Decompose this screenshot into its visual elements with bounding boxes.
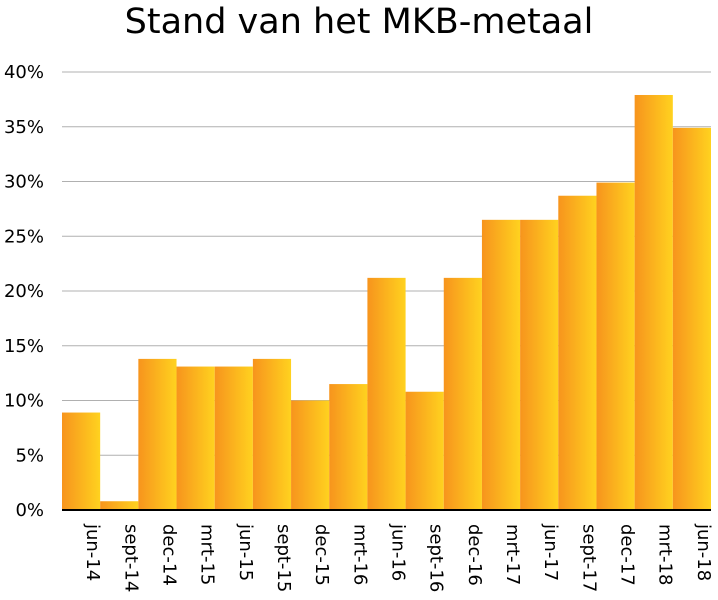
bar — [62, 412, 101, 510]
x-tick-label: sept-14 — [120, 524, 141, 592]
x-tick-label: dec-16 — [464, 524, 485, 586]
x-tick-label: dec-17 — [617, 524, 638, 586]
y-tick-label: 0% — [15, 500, 44, 521]
y-tick-label: 10% — [4, 391, 44, 412]
bar — [367, 277, 406, 510]
y-tick-label: 40% — [4, 62, 44, 83]
y-tick-label: 15% — [4, 336, 44, 357]
bar — [558, 195, 597, 511]
x-tick-label: sept-16 — [426, 524, 447, 592]
bar — [100, 501, 139, 510]
x-tick-label: jun-16 — [388, 523, 409, 581]
y-tick-label: 30% — [4, 172, 44, 193]
bar — [634, 94, 673, 511]
y-tick-label: 20% — [4, 281, 44, 302]
x-tick-label: sept-17 — [578, 524, 599, 592]
x-axis-ticks: jun-14 sept-14 dec-14 mrt-15 jun-15 sept-15 de… — [82, 523, 714, 592]
bar — [329, 384, 368, 510]
x-tick-label: mrt-15 — [197, 524, 218, 585]
y-axis-ticks: 0% 5% 10% 15% 20% 25% 30% 35% 40% — [4, 62, 44, 521]
y-tick-label: 35% — [4, 117, 44, 138]
bar — [520, 219, 559, 510]
bar — [252, 358, 292, 510]
bars — [62, 94, 711, 511]
x-tick-label: mrt-18 — [655, 524, 676, 585]
chart-title: Stand van het MKB-metaal — [124, 2, 594, 42]
x-tick-label: jun-14 — [82, 523, 103, 581]
bar — [291, 400, 330, 510]
bar — [596, 182, 635, 510]
bar — [138, 358, 177, 510]
x-tick-label: dec-14 — [158, 524, 179, 586]
bar — [176, 366, 215, 510]
bar — [672, 127, 711, 510]
bar — [481, 219, 521, 510]
x-tick-label: sept-15 — [273, 524, 294, 592]
x-tick-label: jun-18 — [693, 523, 714, 581]
x-tick-label: mrt-17 — [502, 524, 523, 585]
x-tick-label: mrt-16 — [349, 524, 370, 585]
bar — [405, 391, 444, 510]
x-tick-label: jun-17 — [540, 523, 561, 581]
y-tick-label: 5% — [15, 445, 44, 466]
bar — [214, 366, 253, 510]
x-tick-label: jun-15 — [235, 523, 256, 581]
x-tick-label: dec-15 — [311, 524, 332, 586]
y-tick-label: 25% — [4, 226, 44, 247]
bar — [443, 277, 482, 510]
